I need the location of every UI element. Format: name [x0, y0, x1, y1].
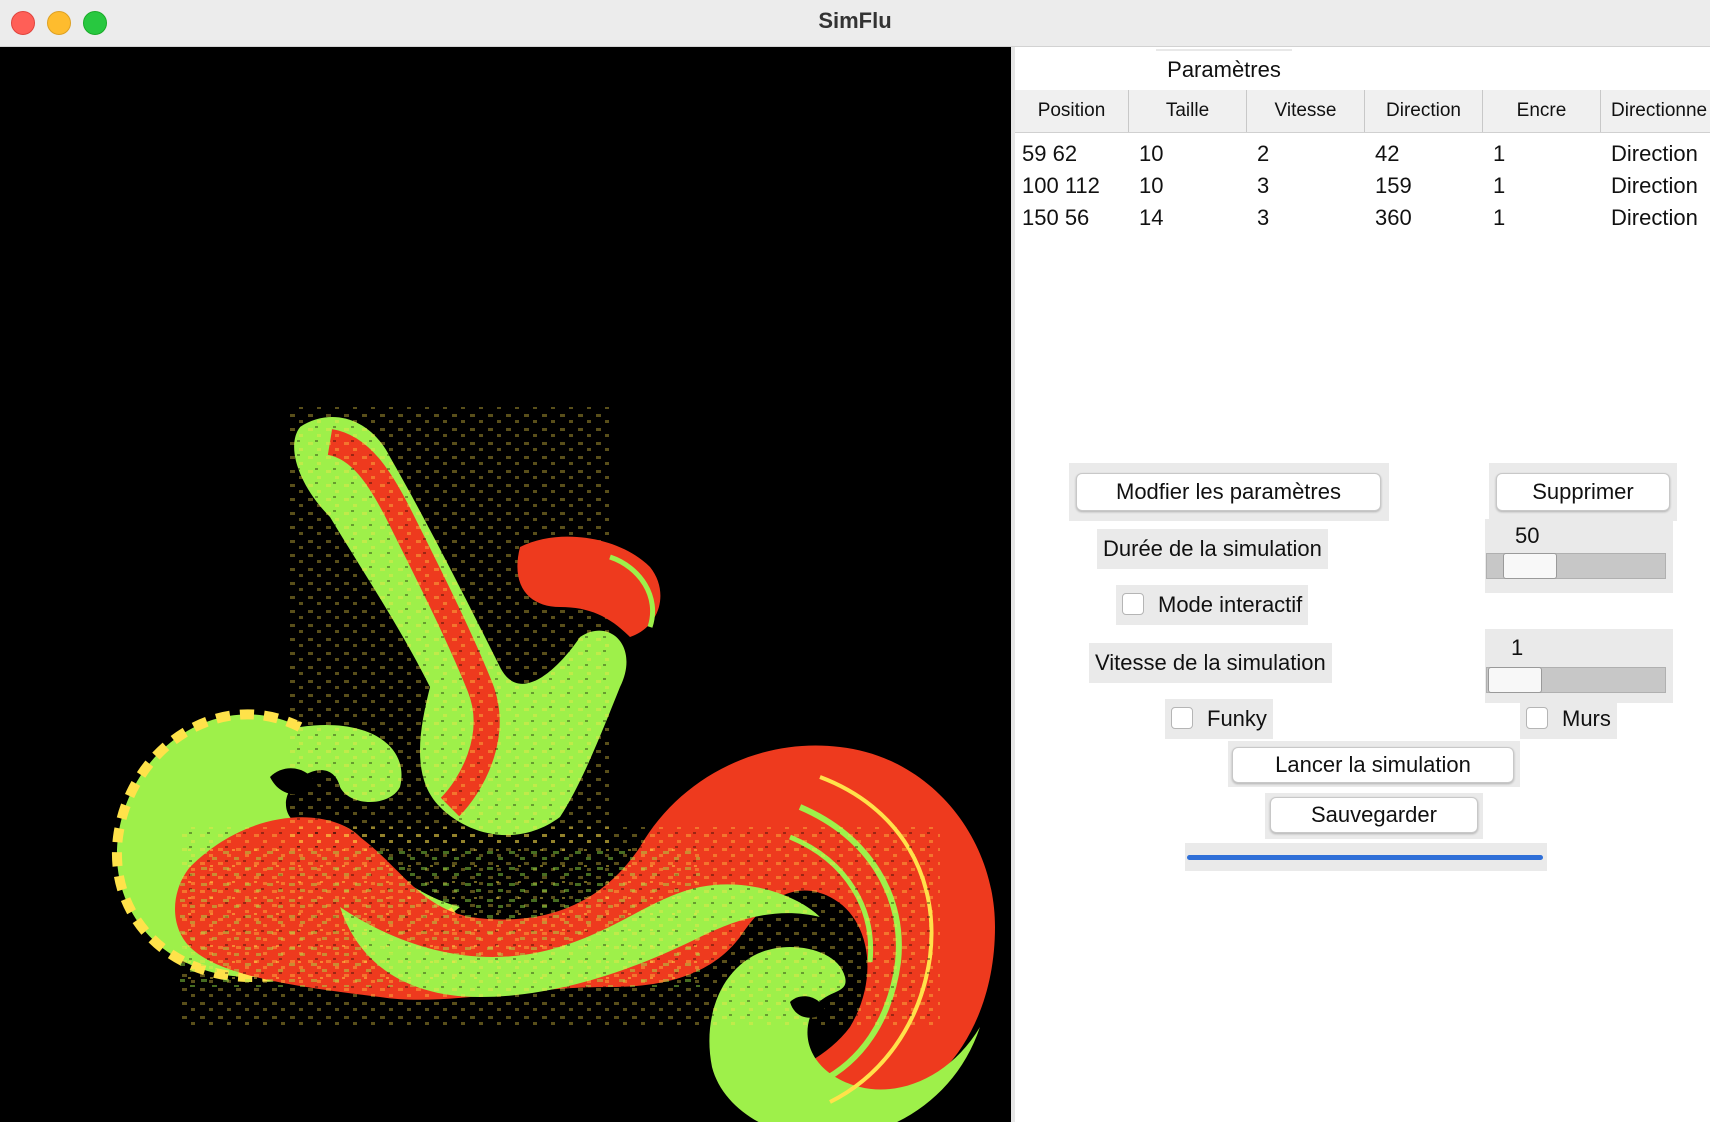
title-bar: SimFlu [0, 0, 1710, 47]
progress-bar [1187, 855, 1543, 860]
save-button[interactable]: Sauvegarder [1270, 797, 1478, 833]
column-encre[interactable]: Encre [1483, 90, 1601, 132]
minimize-window-button[interactable] [47, 11, 71, 35]
zoom-window-button[interactable] [83, 11, 107, 35]
cell-taille: 10 [1139, 173, 1164, 198]
speed-slider-thumb[interactable] [1488, 667, 1542, 693]
simulation-canvas[interactable] [0, 47, 1011, 1122]
speed-label: Vitesse de la simulation [1089, 643, 1332, 683]
delete-button[interactable]: Supprimer [1496, 473, 1670, 511]
duration-label: Durée de la simulation [1097, 529, 1328, 569]
speed-slider[interactable] [1486, 667, 1666, 693]
launch-simulation-button[interactable]: Lancer la simulation [1232, 747, 1514, 783]
cell-directionnel: Direction [1611, 205, 1698, 230]
column-taille[interactable]: Taille [1129, 90, 1247, 132]
column-vitesse[interactable]: Vitesse [1247, 90, 1365, 132]
cell-vitesse: 2 [1257, 141, 1270, 166]
column-directionnel[interactable]: Directionne [1611, 100, 1708, 121]
table-row[interactable]: 150 56 14 3 360 1 Direction [1015, 202, 1710, 234]
cell-position: 59 62 [1022, 141, 1078, 166]
walls-label: Murs [1562, 706, 1611, 731]
cell-position: 150 56 [1022, 205, 1090, 230]
cell-direction: 42 [1375, 141, 1400, 166]
walls-checkbox[interactable] [1526, 707, 1548, 730]
cell-taille: 14 [1139, 205, 1164, 230]
duration-value: 50 [1515, 523, 1540, 548]
table-row[interactable]: 100 112 10 3 159 1 Direction [1015, 170, 1710, 202]
table-header: Position Taille Vitesse Direction Encre … [1015, 90, 1710, 133]
funky-checkbox[interactable] [1171, 707, 1193, 730]
interactive-mode-checkbox[interactable] [1122, 593, 1144, 616]
cell-encre: 1 [1493, 205, 1506, 230]
cell-directionnel: Direction [1611, 141, 1698, 166]
cell-position: 100 112 [1022, 173, 1100, 198]
tab-parametres[interactable]: Paramètres [1156, 49, 1292, 89]
speed-value: 1 [1511, 635, 1524, 660]
cell-vitesse: 3 [1257, 205, 1270, 230]
window-title: SimFlu [818, 8, 892, 33]
fluid-render [111, 407, 995, 1122]
funky-option[interactable]: Funky [1165, 699, 1273, 739]
interactive-mode-label: Mode interactif [1158, 592, 1303, 617]
parameters-panel: Paramètres Position Taille Vitesse Direc… [1011, 47, 1710, 1122]
column-position[interactable]: Position [1015, 90, 1129, 132]
duration-slider[interactable] [1486, 553, 1666, 579]
walls-option[interactable]: Murs [1520, 699, 1617, 739]
table-row[interactable]: 59 62 10 2 42 1 Direction [1015, 138, 1710, 170]
cell-direction: 360 [1375, 205, 1412, 230]
cell-encre: 1 [1493, 173, 1506, 198]
cell-direction: 159 [1375, 173, 1412, 198]
cell-directionnel: Direction [1611, 173, 1698, 198]
cell-taille: 10 [1139, 141, 1164, 166]
modify-parameters-button[interactable]: Modfier les paramètres [1076, 473, 1381, 511]
interactive-mode-option[interactable]: Mode interactif [1116, 585, 1309, 625]
column-direction[interactable]: Direction [1365, 90, 1483, 132]
duration-slider-thumb[interactable] [1503, 553, 1557, 579]
cell-vitesse: 3 [1257, 173, 1270, 198]
cell-encre: 1 [1493, 141, 1506, 166]
close-window-button[interactable] [11, 11, 35, 35]
funky-label: Funky [1207, 706, 1267, 731]
